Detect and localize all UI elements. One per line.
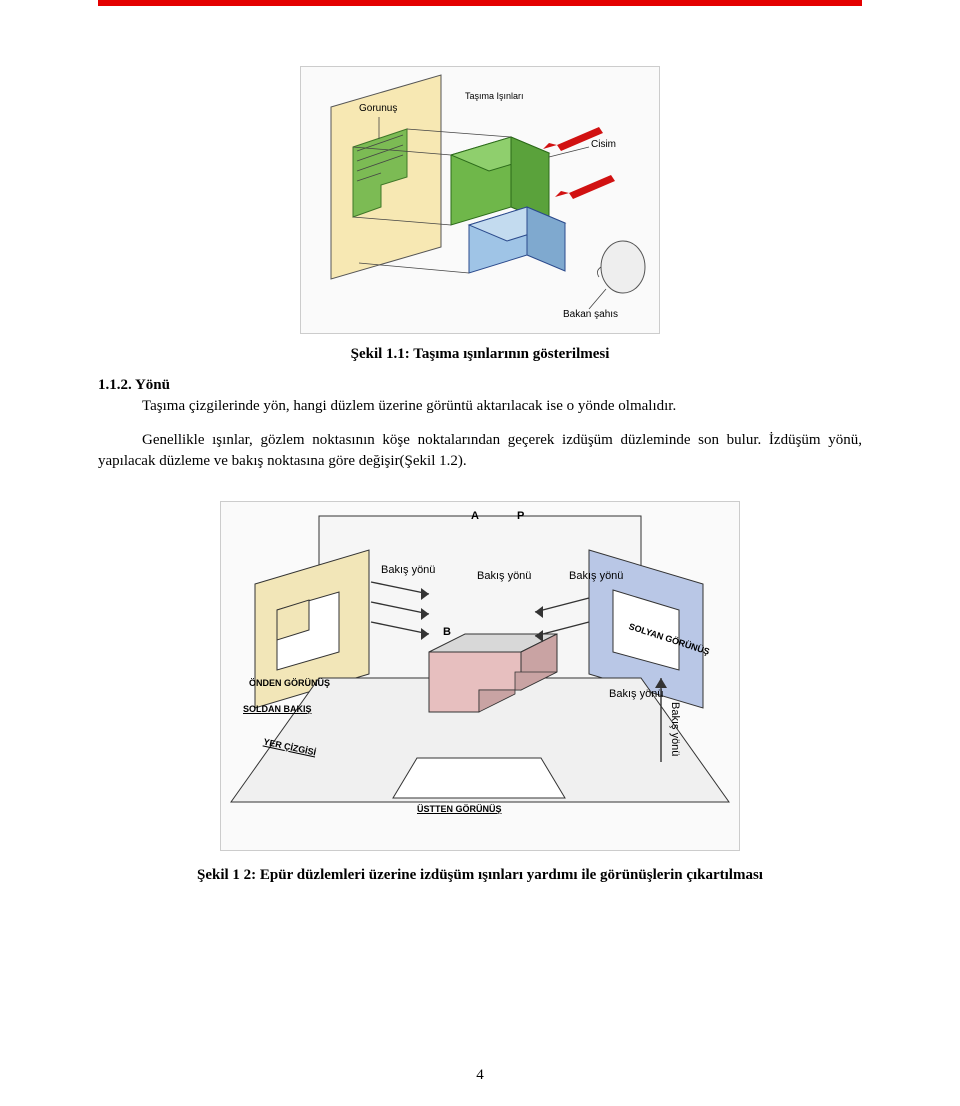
label-tasima-isinlari: Taşıma Işınları (465, 91, 524, 101)
label-onden-gorunus: ÖNDEN GÖRÜNÜŞ (249, 678, 330, 688)
label-bakis-4: Bakış yönü (609, 688, 663, 700)
figure-2: A P B Bakış yönü Bakış yönü Bakış yönü B… (220, 501, 740, 851)
figure-2-caption: Şekil 1 2: Epür düzlemleri üzerine izdüş… (98, 867, 862, 884)
figure-2-svg (221, 502, 741, 852)
label-bakis-5: Bakış yönü (669, 702, 681, 756)
section-1-1-2: 1.1.2. Yönü Taşıma çizgilerinde yön, han… (98, 377, 862, 471)
figure-1: Taşıma Işınları Gorunuş Cisim Bakan şahı… (300, 66, 660, 334)
label-bakis-3: Bakış yönü (569, 570, 623, 582)
para-1: Taşıma çizgilerinde yön, hangi düzlem üz… (98, 396, 862, 416)
page-number: 4 (0, 1067, 960, 1084)
figure-1-wrap: Taşıma Işınları Gorunuş Cisim Bakan şahı… (98, 66, 862, 363)
label-gorunus: Gorunuş (359, 103, 397, 114)
label-P: P (517, 510, 524, 522)
label-bakis-1: Bakış yönü (381, 564, 435, 576)
label-ustten-gorunus: ÜSTTEN GÖRÜNÜŞ (417, 804, 502, 814)
red-arrow-1-head (543, 143, 557, 149)
label-bakis-2: Bakış yönü (477, 570, 531, 582)
label-soldan-bakis: SOLDAN BAKIŞ (243, 704, 312, 714)
figure-1-caption: Şekil 1.1: Taşıma ışınlarının gösterilme… (98, 346, 862, 363)
label-B: B (443, 626, 451, 638)
red-arrow-2 (569, 175, 615, 199)
observer-head (601, 241, 645, 293)
label-cisim: Cisim (591, 139, 616, 150)
figure-1-svg (301, 67, 661, 335)
object-front-side (527, 207, 565, 271)
page-content: Taşıma Işınları Gorunuş Cisim Bakan şahı… (98, 6, 862, 884)
floor-top-view (393, 758, 565, 798)
red-arrow-2-head (555, 191, 569, 197)
section-heading: 1.1.2. Yönü (98, 377, 862, 394)
para-2: Genellikle ışınlar, gözlem noktasının kö… (98, 430, 862, 471)
label-bakan-sahis: Bakan şahıs (563, 309, 618, 320)
label-A: A (471, 510, 479, 522)
figure-2-wrap: A P B Bakış yönü Bakış yönü Bakış yönü B… (98, 501, 862, 884)
